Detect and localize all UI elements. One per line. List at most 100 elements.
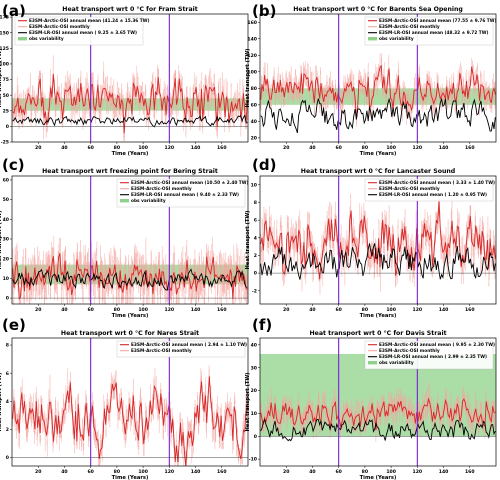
legend-entry: E3SM-Arctic-OSI monthly — [379, 24, 440, 30]
series-annual-mean — [260, 64, 496, 119]
series-annual-mean — [12, 376, 248, 466]
y-tick-label: 100 — [247, 69, 257, 75]
y-tick-label: 160 — [247, 20, 257, 26]
x-tick-label: 160 — [217, 469, 227, 475]
panel-title: Heat transport wrt 0 °C for Davis Strait — [309, 329, 446, 337]
y-tick-label: -10 — [249, 457, 257, 463]
series-lr-annual-mean — [12, 114, 248, 128]
legend: E3SM-Arctic-OSI annual mean ( 9.95 ± 2.3… — [364, 340, 495, 370]
x-tick-label: 60 — [87, 469, 93, 475]
x-tick-label: 140 — [191, 145, 201, 151]
y-tick-label: 150 — [0, 30, 9, 36]
panel-5: (f) Heat transport wrt 0 °C for Davis Str… — [245, 316, 497, 480]
y-axis-label: Heat transport (TW) — [245, 372, 251, 431]
x-tick-label: 40 — [309, 145, 315, 151]
y-tick-label: 50 — [3, 197, 9, 203]
y-tick-label: 4 — [6, 399, 9, 405]
legend: E3SM-Arctic-OSI annual mean ( 3.33 ± 1.4… — [364, 178, 495, 202]
y-tick-label: 25 — [3, 108, 9, 114]
y-tick-label: 2 — [254, 253, 257, 259]
plot-frame — [259, 337, 497, 467]
legend: E3SM-Arctic-OSI annual mean (77.55 ± 9.7… — [364, 16, 496, 46]
legend-box — [14, 16, 144, 46]
legend-entry: E3SM-Arctic-OSI monthly — [131, 186, 192, 192]
legend-entry: E3SM-Arctic-OSI annual mean (41.24 ± 15.… — [29, 18, 149, 24]
x-tick-label: 80 — [362, 145, 368, 151]
legend-entry: E3SM-Arctic-OSI annual mean (77.55 ± 9.7… — [379, 18, 496, 24]
x-axis-label: Time (Years) — [112, 475, 149, 480]
y-tick-label: 20 — [251, 135, 257, 141]
y-tick-label: 140 — [247, 36, 257, 42]
x-tick-label: 60 — [87, 307, 93, 313]
x-tick-label: 120 — [413, 307, 423, 313]
legend-entry: E3SM-LR-OSI annual mean ( 1.20 ± 0.95 TW… — [379, 192, 487, 198]
legend-box — [364, 178, 494, 202]
legend-entry: E3SM-LR-OSI annual mean ( 9.25 ± 3.65 TW… — [29, 30, 137, 36]
panel-label: (c) — [2, 156, 25, 174]
x-tick-label: 20 — [35, 469, 41, 475]
panel-label: (a) — [2, 2, 26, 20]
y-tick-label: 4 — [254, 235, 257, 241]
y-tick-label: 60 — [251, 102, 257, 108]
x-tick-label: 60 — [335, 469, 341, 475]
panel-2: (c) Heat transport wrt freezing point for… — [0, 156, 248, 319]
y-axis-label: Heat transport (TW) — [0, 372, 3, 431]
y-tick-label: 6 — [6, 371, 9, 377]
x-tick-label: 100 — [138, 469, 148, 475]
x-tick-label: 160 — [465, 145, 475, 151]
y-tick-label: 40 — [3, 217, 9, 223]
y-tick-label: 175 — [0, 15, 9, 21]
legend-entry: E3SM-Arctic-OSI monthly — [379, 186, 440, 192]
y-axis-label: Heat transport (TW) — [0, 48, 3, 107]
x-tick-label: 140 — [439, 145, 449, 151]
y-tick-label: 0 — [254, 271, 257, 277]
legend-entry: obs variability — [29, 36, 64, 42]
legend: E3SM-Arctic-OSI annual mean ( 2.94 ± 1.1… — [116, 340, 247, 358]
x-tick-label: 140 — [439, 307, 449, 313]
x-tick-label: 40 — [61, 469, 67, 475]
y-tick-label: 100 — [0, 62, 9, 68]
y-tick-label: 20 — [3, 256, 9, 262]
x-tick-label: 60 — [87, 145, 93, 151]
legend-entry: obs variability — [379, 36, 414, 42]
series-annual-mean — [260, 397, 496, 431]
y-axis-label: Heat transport (TW) — [245, 210, 251, 269]
y-tick-label: 2 — [6, 427, 9, 433]
x-tick-label: 100 — [138, 307, 148, 313]
series-lr-annual-mean — [260, 243, 496, 280]
plot-area — [12, 14, 248, 142]
y-tick-label: 125 — [0, 46, 9, 52]
panel-4: (e) Heat transport wrt 0 °C for Nares Str… — [0, 316, 249, 480]
x-tick-label: 140 — [439, 469, 449, 475]
panel-label: (b) — [252, 2, 276, 20]
legend-entry: E3SM-Arctic-OSI annual mean ( 3.33 ± 1.4… — [379, 180, 495, 186]
y-tick-label: 30 — [251, 365, 257, 371]
x-tick-label: 60 — [335, 307, 341, 313]
panel-title: Heat transport wrt 0 °C for Nares Strait — [61, 329, 199, 337]
plot-frame — [259, 13, 497, 143]
x-tick-label: 100 — [386, 145, 396, 151]
x-tick-label: 60 — [335, 145, 341, 151]
legend-swatch — [368, 361, 377, 365]
legend-swatch — [120, 199, 129, 203]
x-tick-label: 160 — [465, 469, 475, 475]
y-tick-label: 10 — [251, 411, 257, 417]
legend-entry: obs variability — [379, 360, 414, 366]
x-tick-label: 100 — [138, 145, 148, 151]
y-tick-label: 40 — [251, 342, 257, 348]
x-tick-label: 160 — [217, 145, 227, 151]
x-tick-label: 40 — [61, 307, 67, 313]
x-tick-label: 40 — [309, 307, 315, 313]
x-tick-label: 20 — [283, 469, 289, 475]
legend-box — [116, 178, 246, 208]
panel-0: (a) Heat transport wrt 0 °C for Fram Stra… — [0, 2, 249, 157]
x-tick-label: 40 — [309, 469, 315, 475]
legend-entry: E3SM-Arctic-OSI annual mean (10.50 ± 2.4… — [131, 180, 248, 186]
legend-entry: E3SM-LR-OSI annual mean ( 2.99 ± 2.35 TW… — [379, 354, 487, 360]
legend-entry: E3SM-LR-OSI annual mean ( 9.40 ± 2.33 TW… — [131, 192, 239, 198]
series-lr-annual-mean — [260, 418, 496, 442]
x-axis-label: Time (Years) — [112, 151, 149, 157]
x-tick-label: 120 — [413, 469, 423, 475]
panel-1: (b) Heat transport wrt 0 °C for Barents S… — [245, 2, 496, 157]
